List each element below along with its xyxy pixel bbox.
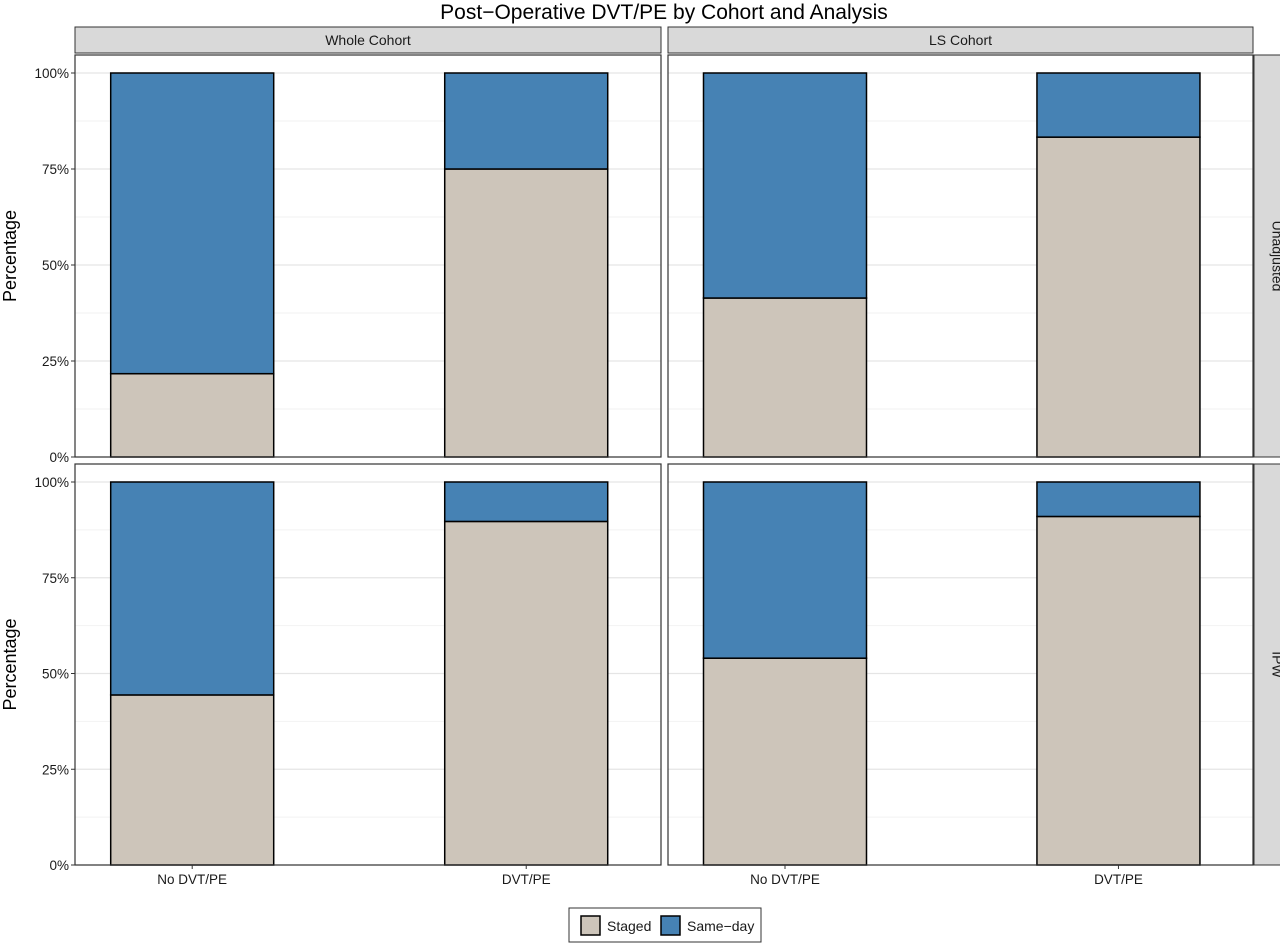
bar-segment-staged bbox=[1037, 137, 1200, 457]
chart-title: Post−Operative DVT/PE by Cohort and Anal… bbox=[440, 1, 888, 24]
bar-segment-staged bbox=[445, 521, 608, 865]
panel: No DVT/PE DVT/PE bbox=[668, 464, 1253, 887]
facet-strip-column-label: Whole Cohort bbox=[325, 32, 411, 48]
y-tick-label: 100% bbox=[34, 475, 69, 490]
y-axis-title: Percentage bbox=[0, 210, 20, 302]
bar-segment-staged bbox=[111, 695, 274, 865]
bar-segment-same-day bbox=[111, 73, 274, 374]
y-tick-label: 50% bbox=[42, 258, 69, 273]
panels-layer: Whole Cohort LS Cohort Unadjusted IPW 0% 25% 5… bbox=[0, 27, 1280, 887]
legend-label: Staged bbox=[607, 918, 651, 934]
y-tick-label: 25% bbox=[42, 354, 69, 369]
y-tick-label: 0% bbox=[49, 450, 69, 465]
y-tick-label: 0% bbox=[49, 858, 69, 873]
x-tick-label: No DVT/PE bbox=[750, 872, 820, 887]
bar-segment-staged bbox=[1037, 516, 1200, 865]
y-tick-label: 100% bbox=[34, 66, 69, 81]
y-tick-label: 50% bbox=[42, 667, 69, 682]
x-tick-label: DVT/PE bbox=[502, 872, 551, 887]
legend-label: Same−day bbox=[687, 918, 754, 934]
bar-segment-same-day bbox=[1037, 482, 1200, 516]
facet-strip-row-label: IPW bbox=[1270, 651, 1280, 678]
panel: 0% 25% 50% 75% 100% Percentage No DVT/PE DVT/PE bbox=[0, 464, 661, 887]
panel bbox=[668, 55, 1253, 457]
y-tick-label: 25% bbox=[42, 762, 69, 777]
panel: 0% 25% 50% 75% 100% Percentage bbox=[0, 55, 661, 465]
bar-segment-staged bbox=[111, 374, 274, 457]
y-tick-label: 75% bbox=[42, 571, 69, 586]
x-tick-label: DVT/PE bbox=[1094, 872, 1143, 887]
x-tick-label: No DVT/PE bbox=[157, 872, 227, 887]
bar-segment-staged bbox=[704, 298, 867, 457]
bar-segment-same-day bbox=[704, 73, 867, 298]
bar-segment-staged bbox=[704, 658, 867, 865]
bar-segment-same-day bbox=[111, 482, 274, 695]
facet-strip-column-label: LS Cohort bbox=[929, 32, 992, 48]
bar-segment-same-day bbox=[704, 482, 867, 658]
bar-segment-same-day bbox=[445, 73, 608, 169]
facet-strip-row-label: Unadjusted bbox=[1270, 221, 1280, 292]
y-tick-label: 75% bbox=[42, 162, 69, 177]
legend: Staged Same−day bbox=[569, 908, 761, 942]
legend-key bbox=[661, 916, 680, 935]
legend-key bbox=[581, 916, 600, 935]
bar-segment-same-day bbox=[445, 482, 608, 521]
bar-segment-same-day bbox=[1037, 73, 1200, 137]
y-axis-title: Percentage bbox=[0, 618, 20, 710]
bar-segment-staged bbox=[445, 169, 608, 457]
